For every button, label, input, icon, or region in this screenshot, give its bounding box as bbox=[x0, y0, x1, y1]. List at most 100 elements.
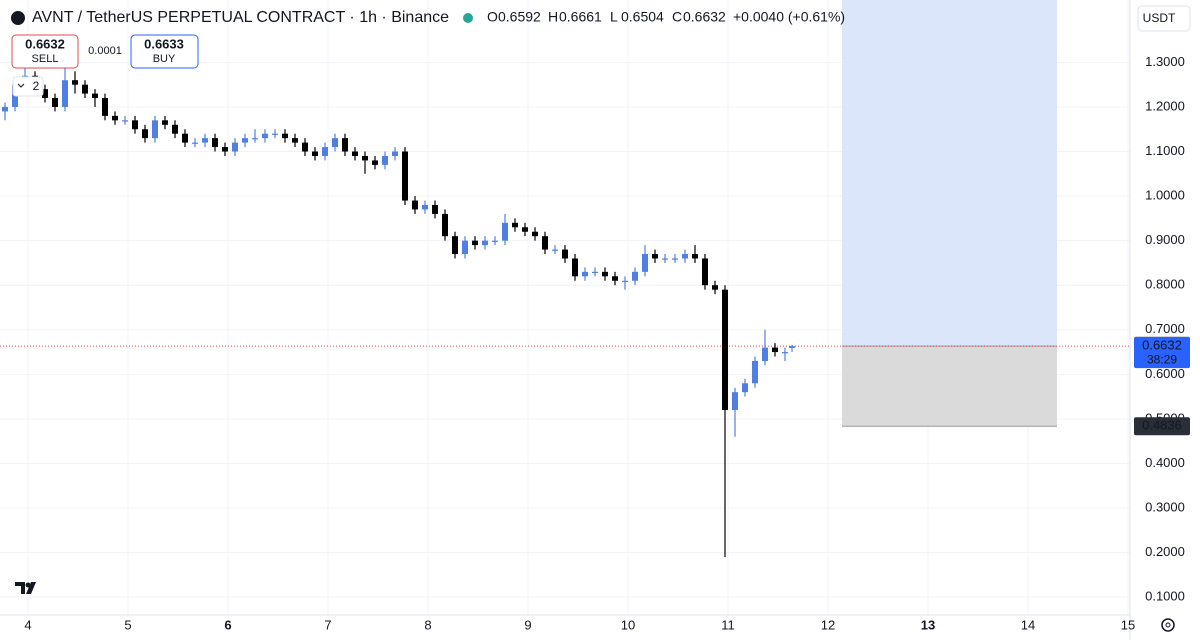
candle-body bbox=[742, 383, 748, 393]
tradingview-logo bbox=[15, 582, 36, 594]
candles bbox=[0, 62, 1130, 558]
ohlc-value: 0.6632 bbox=[683, 9, 726, 25]
y-tick-label: 1.2000 bbox=[1145, 98, 1185, 113]
grid bbox=[0, 0, 1130, 615]
candle-body bbox=[222, 147, 228, 152]
candle-body bbox=[292, 138, 298, 143]
x-tick-label: 6 bbox=[224, 617, 231, 632]
chart-title: AVNT / TetherUS PERPETUAL CONTRACT · 1h … bbox=[32, 9, 449, 26]
candle-body bbox=[442, 213, 448, 237]
candle-body bbox=[732, 392, 738, 410]
candle-body bbox=[582, 271, 588, 277]
candle-body bbox=[789, 346, 795, 348]
candle-body bbox=[712, 285, 718, 290]
candle-body bbox=[112, 115, 118, 121]
candle-body bbox=[422, 205, 428, 210]
candle-body bbox=[542, 236, 548, 250]
candle-body bbox=[262, 133, 268, 139]
y-tick-label: 1.0000 bbox=[1145, 188, 1185, 203]
axes: 0.10000.20000.30000.40000.50000.60000.70… bbox=[24, 54, 1185, 633]
x-tick-label: 5 bbox=[124, 617, 131, 632]
candle-body bbox=[532, 231, 538, 237]
candle-body bbox=[42, 89, 48, 99]
x-tick-label: 12 bbox=[821, 617, 835, 632]
ohlc-key: H bbox=[548, 9, 558, 25]
y-tick-label: 0.4000 bbox=[1145, 455, 1185, 470]
buy-label: BUY bbox=[153, 53, 176, 65]
buy-button[interactable] bbox=[130, 34, 199, 69]
candle-body bbox=[752, 360, 758, 384]
y-tick-label: 0.8000 bbox=[1145, 277, 1185, 292]
candle-body bbox=[692, 254, 698, 259]
candle-body bbox=[162, 120, 168, 125]
candle-body bbox=[482, 240, 488, 246]
chevron-icon bbox=[17, 83, 25, 88]
candle-body bbox=[612, 276, 618, 281]
candle-body bbox=[652, 254, 658, 259]
candle-body bbox=[402, 151, 408, 201]
buy-price: 0.6633 bbox=[144, 36, 184, 51]
x-tick-label: 11 bbox=[721, 617, 735, 632]
candle-body bbox=[122, 120, 128, 122]
y-tick-label: 0.1000 bbox=[1145, 589, 1185, 604]
candle-body bbox=[192, 142, 198, 144]
stop-price-label: 0.4836 bbox=[1142, 418, 1182, 433]
candle-body bbox=[382, 155, 388, 165]
candle-body bbox=[602, 271, 608, 277]
candle-body bbox=[272, 133, 278, 135]
countdown: 38:29 bbox=[1147, 352, 1177, 366]
candle-body bbox=[202, 138, 208, 143]
candle-body bbox=[462, 240, 468, 255]
ohlc-value: 0.6661 bbox=[559, 9, 602, 25]
candle-body bbox=[142, 129, 148, 139]
candle-body bbox=[172, 124, 178, 134]
candle-body bbox=[242, 138, 248, 143]
candle-body bbox=[782, 352, 788, 354]
candle-body bbox=[622, 280, 628, 282]
candle-body bbox=[362, 155, 368, 161]
candle-body bbox=[572, 258, 578, 277]
candle-body bbox=[552, 249, 558, 251]
candle-body bbox=[92, 93, 98, 99]
candle-body bbox=[472, 240, 478, 246]
y-tick-label: 0.7000 bbox=[1145, 321, 1185, 336]
candle-body bbox=[522, 227, 528, 232]
settings-icon[interactable] bbox=[1161, 618, 1175, 632]
x-tick-label: 9 bbox=[524, 617, 531, 632]
candle-body bbox=[212, 138, 218, 148]
candle-body bbox=[352, 151, 358, 156]
candle-body bbox=[452, 236, 458, 255]
candle-body bbox=[412, 200, 418, 210]
candle-body bbox=[392, 151, 398, 156]
candle-body bbox=[772, 347, 778, 353]
candle-body bbox=[252, 138, 258, 140]
x-tick-label: 7 bbox=[324, 617, 331, 632]
candle-body bbox=[332, 138, 338, 148]
ohlc-value: 0.6592 bbox=[498, 9, 541, 25]
candle-body bbox=[672, 258, 678, 260]
status-dot bbox=[463, 13, 473, 23]
candle-body bbox=[282, 133, 288, 139]
candle-body bbox=[302, 142, 308, 152]
currency-button[interactable] bbox=[1137, 5, 1191, 32]
candle-body bbox=[682, 254, 688, 259]
x-tick-label: 4 bbox=[24, 617, 31, 632]
candle-body bbox=[322, 147, 328, 156]
settings-icon-center bbox=[1165, 622, 1171, 628]
indicator-toggle[interactable] bbox=[12, 76, 44, 97]
ohlc-value: 0.6504 bbox=[621, 9, 664, 25]
candle-body bbox=[232, 142, 238, 152]
x-tick-label: 8 bbox=[424, 617, 431, 632]
spread: 0.0001 bbox=[88, 45, 122, 57]
candle-body bbox=[642, 254, 648, 272]
candle-body bbox=[372, 160, 378, 165]
candle-body bbox=[102, 98, 108, 116]
sell-button[interactable] bbox=[11, 34, 79, 69]
position-tool[interactable] bbox=[842, 0, 1057, 427]
price-tag bbox=[1134, 337, 1190, 369]
candle-body bbox=[62, 80, 68, 107]
candle-body bbox=[492, 240, 498, 242]
